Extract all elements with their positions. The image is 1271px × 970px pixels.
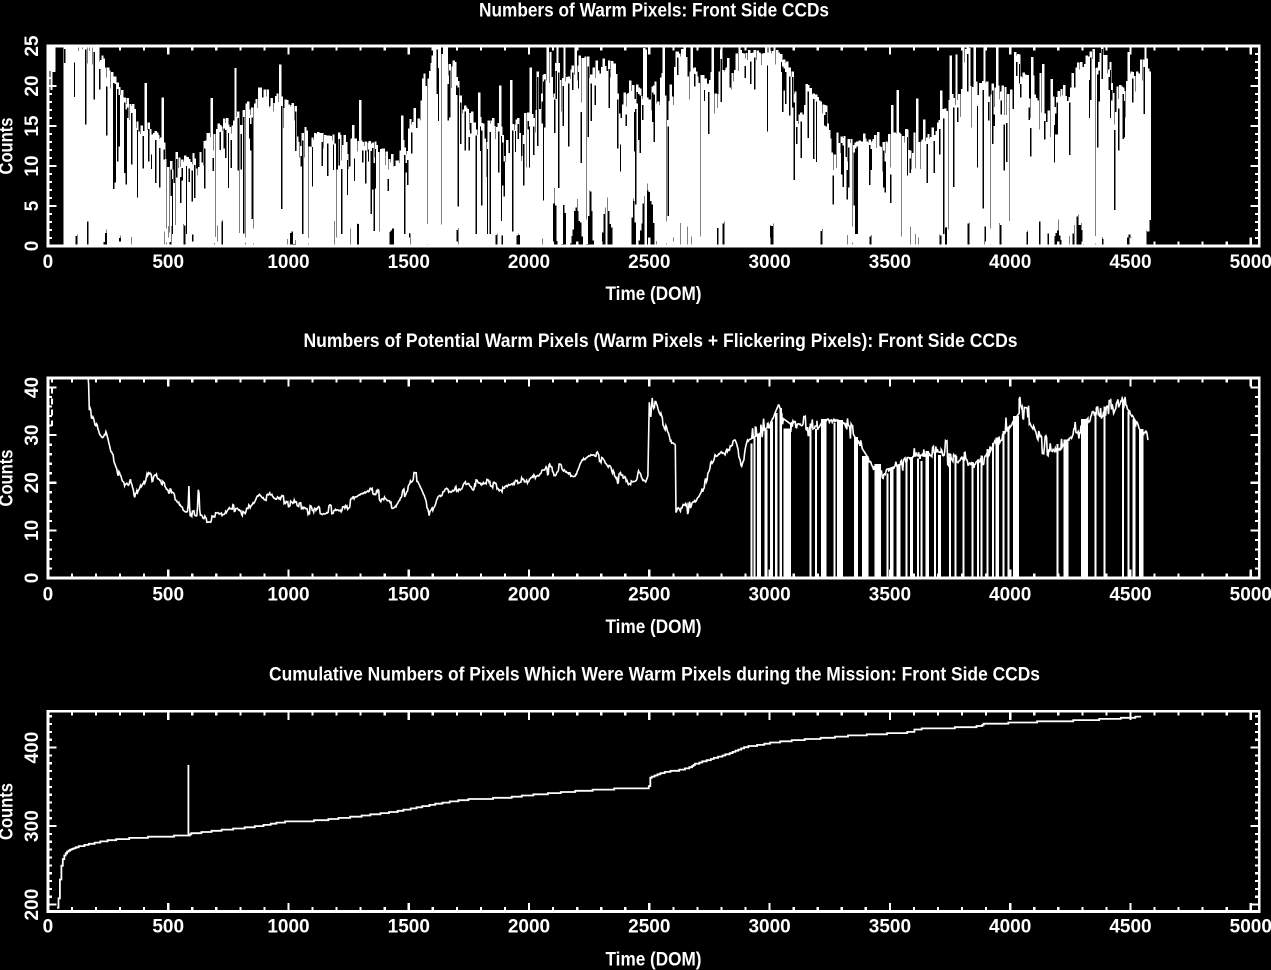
svg-text:Time (DOM): Time (DOM)	[606, 284, 702, 305]
svg-text:300: 300	[22, 810, 43, 842]
svg-text:5000: 5000	[1230, 252, 1271, 273]
svg-text:30: 30	[22, 425, 43, 446]
svg-text:0: 0	[43, 917, 54, 938]
svg-text:1000: 1000	[267, 917, 309, 938]
svg-text:2500: 2500	[628, 917, 670, 938]
svg-text:15: 15	[22, 115, 43, 137]
svg-text:2000: 2000	[508, 252, 550, 273]
svg-text:3000: 3000	[748, 584, 790, 605]
svg-text:1500: 1500	[388, 252, 430, 273]
svg-text:4500: 4500	[1109, 917, 1151, 938]
svg-text:3500: 3500	[869, 252, 911, 273]
svg-text:5000: 5000	[1230, 584, 1271, 605]
svg-text:Cumulative Numbers of Pixels W: Cumulative Numbers of Pixels Which Were …	[269, 665, 1040, 686]
svg-text:Counts: Counts	[0, 450, 18, 507]
svg-text:500: 500	[152, 584, 184, 605]
svg-text:4500: 4500	[1109, 584, 1151, 605]
svg-text:0: 0	[22, 573, 43, 584]
svg-text:2000: 2000	[508, 584, 550, 605]
svg-text:1500: 1500	[388, 917, 430, 938]
svg-text:2500: 2500	[628, 252, 670, 273]
svg-text:0: 0	[43, 584, 54, 605]
svg-text:20: 20	[22, 75, 43, 96]
svg-text:Numbers of Potential Warm Pixe: Numbers of Potential Warm Pixels (Warm P…	[304, 331, 1018, 352]
svg-text:Time (DOM): Time (DOM)	[606, 617, 702, 638]
svg-text:25: 25	[22, 35, 43, 57]
svg-text:10: 10	[22, 155, 43, 176]
svg-text:Time (DOM): Time (DOM)	[606, 949, 702, 970]
svg-text:3500: 3500	[869, 584, 911, 605]
svg-text:1000: 1000	[267, 252, 309, 273]
svg-text:2500: 2500	[628, 584, 670, 605]
svg-text:40: 40	[22, 377, 43, 398]
svg-text:4000: 4000	[989, 917, 1031, 938]
svg-text:2000: 2000	[508, 917, 550, 938]
svg-text:1000: 1000	[267, 584, 309, 605]
svg-text:Numbers of Warm Pixels: Front: Numbers of Warm Pixels: Front Side CCDs	[479, 1, 829, 22]
svg-text:3000: 3000	[748, 252, 790, 273]
svg-text:20: 20	[22, 472, 43, 493]
svg-text:1500: 1500	[388, 584, 430, 605]
svg-text:0: 0	[43, 252, 54, 273]
svg-text:500: 500	[152, 917, 184, 938]
svg-text:4500: 4500	[1109, 252, 1151, 273]
svg-text:4000: 4000	[989, 584, 1031, 605]
svg-text:3000: 3000	[748, 917, 790, 938]
svg-text:4000: 4000	[989, 252, 1031, 273]
svg-text:Counts: Counts	[0, 118, 18, 175]
svg-text:3500: 3500	[869, 917, 911, 938]
svg-text:200: 200	[22, 889, 43, 921]
svg-text:5000: 5000	[1230, 917, 1271, 938]
svg-text:0: 0	[22, 241, 43, 252]
svg-text:500: 500	[152, 252, 184, 273]
svg-text:Counts: Counts	[0, 783, 18, 840]
svg-text:10: 10	[22, 520, 43, 541]
svg-text:400: 400	[22, 732, 43, 764]
svg-text:5: 5	[22, 200, 43, 211]
